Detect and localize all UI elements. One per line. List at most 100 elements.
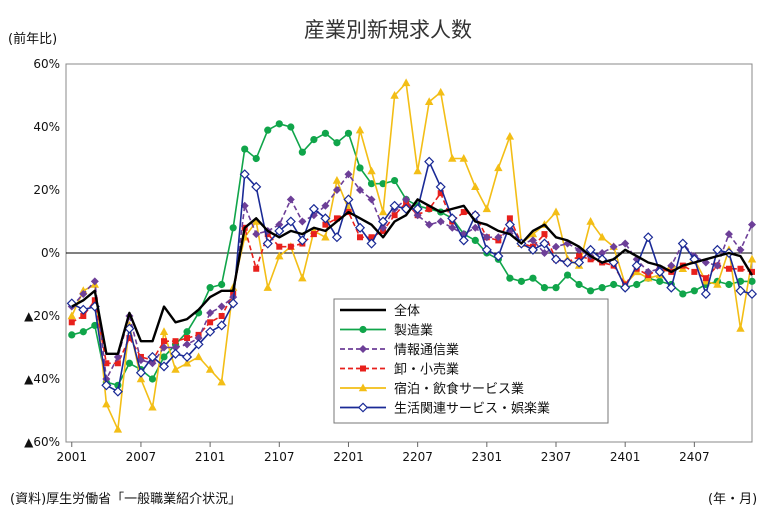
data-point xyxy=(354,222,366,233)
y-tick-label: ▲20% xyxy=(24,309,60,323)
data-point xyxy=(170,348,181,359)
data-point xyxy=(251,181,262,192)
data-point xyxy=(367,166,376,175)
data-point xyxy=(575,280,583,289)
legend-item: 全体 xyxy=(340,303,420,319)
data-point xyxy=(725,280,733,289)
data-point xyxy=(436,87,445,96)
data-point xyxy=(263,283,272,291)
data-point xyxy=(367,195,376,204)
data-point xyxy=(355,125,365,134)
data-point xyxy=(574,257,585,268)
x-tick-label: 2401 xyxy=(610,450,641,464)
data-point xyxy=(332,176,342,184)
data-point xyxy=(308,203,319,214)
y-tick-label: 20% xyxy=(33,183,60,197)
legend-box xyxy=(333,298,609,424)
data-point xyxy=(448,154,457,162)
data-point xyxy=(528,236,537,245)
data-point xyxy=(552,242,560,251)
data-point xyxy=(148,402,157,411)
data-point xyxy=(320,213,331,224)
x-axis-unit-label: (年・月) xyxy=(708,492,758,507)
data-point xyxy=(736,324,745,332)
data-point xyxy=(633,280,641,289)
data-point xyxy=(183,328,191,336)
data-point xyxy=(357,234,363,241)
x-tick-label: 2007 xyxy=(126,450,157,464)
data-point xyxy=(562,257,573,268)
data-point xyxy=(183,340,192,349)
data-point xyxy=(218,280,226,289)
data-point xyxy=(460,209,467,216)
data-point xyxy=(276,243,283,250)
series-0 xyxy=(71,198,754,355)
data-point xyxy=(552,284,560,292)
data-point xyxy=(471,223,480,232)
data-point xyxy=(333,139,341,147)
data-point xyxy=(621,239,630,248)
data-point xyxy=(79,328,87,336)
x-tick-label: 2307 xyxy=(541,450,572,464)
data-point xyxy=(78,304,89,315)
data-point xyxy=(331,232,342,243)
data-point xyxy=(540,249,549,257)
data-point xyxy=(586,217,595,225)
data-point xyxy=(585,244,596,255)
data-point xyxy=(505,131,515,140)
legend-label: 生活関連サービス・娯楽業 xyxy=(394,401,550,417)
data-point xyxy=(506,215,513,222)
data-point xyxy=(171,365,180,373)
data-point xyxy=(550,254,562,265)
data-point xyxy=(541,231,548,238)
data-point xyxy=(298,273,307,282)
data-point xyxy=(447,213,458,224)
legend-label: 製造業 xyxy=(394,323,433,339)
data-point xyxy=(285,216,296,227)
data-point xyxy=(367,180,376,188)
data-point xyxy=(193,339,204,350)
legend-label: 宿泊・飲食サービス業 xyxy=(394,381,524,397)
data-point xyxy=(158,361,170,372)
data-point xyxy=(207,319,214,326)
data-point xyxy=(725,265,732,272)
data-point xyxy=(379,180,387,188)
data-point xyxy=(368,234,375,241)
data-point xyxy=(494,163,503,172)
legend-item: 情報通信業 xyxy=(340,342,459,358)
data-point xyxy=(228,298,239,309)
data-point xyxy=(343,194,354,205)
data-point xyxy=(746,288,758,299)
data-point xyxy=(321,201,330,210)
data-point xyxy=(112,386,123,397)
data-point xyxy=(135,367,146,378)
data-point xyxy=(184,335,191,342)
data-point xyxy=(528,229,538,238)
data-point xyxy=(471,236,479,244)
data-point xyxy=(436,217,445,226)
data-point xyxy=(359,325,367,334)
data-point xyxy=(241,145,249,153)
data-point xyxy=(160,343,168,352)
data-point xyxy=(113,424,123,433)
data-point xyxy=(401,78,411,87)
data-point xyxy=(147,351,158,362)
data-point xyxy=(357,402,369,413)
data-point xyxy=(321,129,330,137)
data-point xyxy=(298,148,306,156)
data-point xyxy=(631,260,642,271)
data-point xyxy=(609,242,618,251)
data-point xyxy=(275,220,284,229)
data-point xyxy=(736,245,745,254)
data-point xyxy=(286,195,295,204)
data-point xyxy=(435,181,446,192)
data-point xyxy=(217,302,226,311)
data-point xyxy=(360,365,366,372)
data-point xyxy=(67,311,76,320)
data-point xyxy=(598,284,606,292)
data-point xyxy=(206,308,215,317)
data-point xyxy=(654,266,665,277)
legend-label: 全体 xyxy=(394,303,420,319)
data-point xyxy=(68,331,76,339)
x-tick-label: 2407 xyxy=(679,450,710,464)
